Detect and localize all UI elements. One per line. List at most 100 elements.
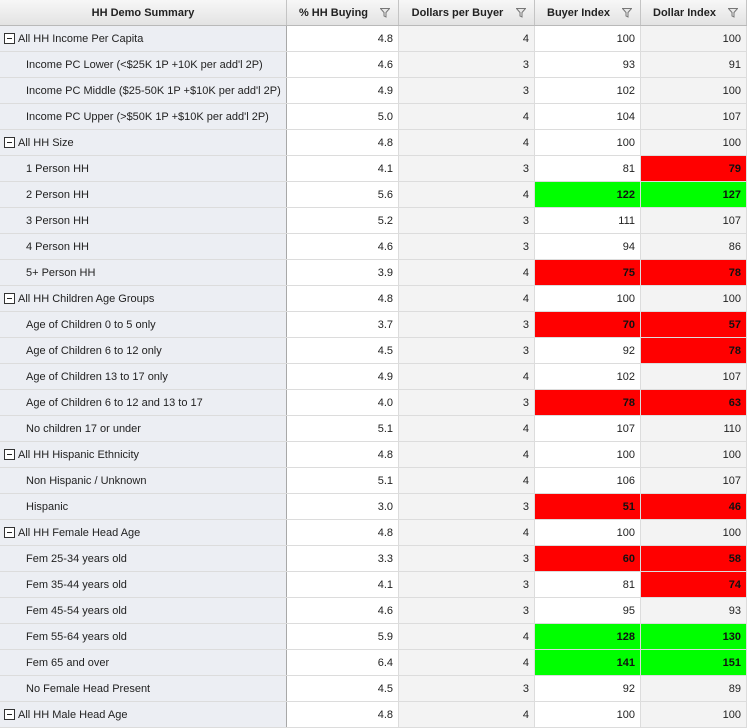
table-row[interactable]: 1 Person HH 4.1 3 81 79 (0, 156, 747, 182)
table-row[interactable]: 5+ Person HH 3.9 4 75 78 (0, 260, 747, 286)
buyer-index-cell: 106 (535, 468, 641, 493)
dollar-index-cell: 151 (641, 650, 747, 675)
table-row[interactable]: Fem 55-64 years old 5.9 4 128 130 (0, 624, 747, 650)
row-label-cell[interactable]: All HH Female Head Age (0, 520, 287, 545)
table-row[interactable]: Income PC Upper (>$50K 1P +$10K per add'… (0, 104, 747, 130)
pct-hh-buying-cell: 5.6 (287, 182, 399, 207)
dollars-per-buyer-cell: 3 (399, 598, 535, 623)
table-row[interactable]: Age of Children 13 to 17 only 4.9 4 102 107 (0, 364, 747, 390)
dollars-per-buyer-cell: 3 (399, 156, 535, 181)
row-label-cell[interactable]: All HH Children Age Groups (0, 286, 287, 311)
row-label: All HH Income Per Capita (18, 32, 144, 45)
column-header-demo-summary[interactable]: HH Demo Summary (0, 0, 287, 25)
pct-hh-buying-cell: 4.9 (287, 364, 399, 389)
column-header-dollar-index[interactable]: Dollar Index (641, 0, 747, 25)
row-label-cell: Fem 25-34 years old (0, 546, 287, 571)
row-label-cell: Age of Children 6 to 12 and 13 to 17 (0, 390, 287, 415)
table-row[interactable]: Age of Children 6 to 12 only 4.5 3 92 78 (0, 338, 747, 364)
buyer-index-cell: 141 (535, 650, 641, 675)
row-label: All HH Male Head Age (18, 708, 128, 721)
table-row[interactable]: Income PC Middle ($25-50K 1P +$10K per a… (0, 78, 747, 104)
filter-icon[interactable] (728, 8, 738, 18)
table-row[interactable]: No children 17 or under 5.1 4 107 110 (0, 416, 747, 442)
dollar-index-cell: 100 (641, 130, 747, 155)
pct-hh-buying-cell: 3.0 (287, 494, 399, 519)
collapse-toggle-icon[interactable] (4, 33, 15, 44)
column-header-buyer-index[interactable]: Buyer Index (535, 0, 641, 25)
group-row[interactable]: All HH Female Head Age 4.8 4 100 100 (0, 520, 747, 546)
column-header-pct-hh-buying[interactable]: % HH Buying (287, 0, 399, 25)
buyer-index-cell: 100 (535, 520, 641, 545)
dollars-per-buyer-cell: 4 (399, 702, 535, 727)
dollar-index-cell: 78 (641, 338, 747, 363)
filter-icon[interactable] (516, 8, 526, 18)
group-row[interactable]: All HH Hispanic Ethnicity 4.8 4 100 100 (0, 442, 747, 468)
table-row[interactable]: Fem 25-34 years old 3.3 3 60 58 (0, 546, 747, 572)
dollars-per-buyer-cell: 3 (399, 546, 535, 571)
table-row[interactable]: 2 Person HH 5.6 4 122 127 (0, 182, 747, 208)
row-label: Age of Children 0 to 5 only (26, 318, 156, 331)
group-row[interactable]: All HH Male Head Age 4.8 4 100 100 (0, 702, 747, 728)
row-label-cell[interactable]: All HH Hispanic Ethnicity (0, 442, 287, 467)
table-row[interactable]: Fem 35-44 years old 4.1 3 81 74 (0, 572, 747, 598)
dollars-per-buyer-cell: 4 (399, 286, 535, 311)
row-label: Income PC Upper (>$50K 1P +$10K per add'… (26, 110, 269, 123)
collapse-toggle-icon[interactable] (4, 137, 15, 148)
pct-hh-buying-cell: 5.1 (287, 468, 399, 493)
dollar-index-cell: 100 (641, 442, 747, 467)
pct-hh-buying-cell: 4.1 (287, 156, 399, 181)
pct-hh-buying-cell: 4.5 (287, 338, 399, 363)
grid-header: HH Demo Summary % HH Buying Dollars per … (0, 0, 747, 26)
row-label: All HH Female Head Age (18, 526, 141, 539)
row-label-cell: Non Hispanic / Unknown (0, 468, 287, 493)
table-row[interactable]: Non Hispanic / Unknown 5.1 4 106 107 (0, 468, 747, 494)
table-row[interactable]: 3 Person HH 5.2 3 111 107 (0, 208, 747, 234)
column-header-dollars-per-buyer[interactable]: Dollars per Buyer (399, 0, 535, 25)
filter-icon[interactable] (380, 8, 390, 18)
dollars-per-buyer-cell: 3 (399, 338, 535, 363)
pct-hh-buying-cell: 4.8 (287, 442, 399, 467)
dollars-per-buyer-cell: 3 (399, 390, 535, 415)
table-row[interactable]: No Female Head Present 4.5 3 92 89 (0, 676, 747, 702)
row-label: Fem 35-44 years old (26, 578, 127, 591)
pct-hh-buying-cell: 4.6 (287, 52, 399, 77)
column-header-label: HH Demo Summary (91, 6, 195, 19)
buyer-index-cell: 100 (535, 442, 641, 467)
table-row[interactable]: Age of Children 6 to 12 and 13 to 17 4.0 3… (0, 390, 747, 416)
row-label-cell[interactable]: All HH Male Head Age (0, 702, 287, 727)
pct-hh-buying-cell: 5.9 (287, 624, 399, 649)
dollars-per-buyer-cell: 4 (399, 468, 535, 493)
pct-hh-buying-cell: 5.1 (287, 416, 399, 441)
filter-icon[interactable] (622, 8, 632, 18)
row-label: Non Hispanic / Unknown (26, 474, 147, 487)
collapse-toggle-icon[interactable] (4, 293, 15, 304)
row-label-cell[interactable]: All HH Income Per Capita (0, 26, 287, 51)
dollars-per-buyer-cell: 3 (399, 312, 535, 337)
table-row[interactable]: Fem 45-54 years old 4.6 3 95 93 (0, 598, 747, 624)
table-row[interactable]: Fem 65 and over 6.4 4 141 151 (0, 650, 747, 676)
pct-hh-buying-cell: 4.8 (287, 520, 399, 545)
table-row[interactable]: 4 Person HH 4.6 3 94 86 (0, 234, 747, 260)
pct-hh-buying-cell: 4.8 (287, 26, 399, 51)
table-row[interactable]: Income PC Lower (<$25K 1P +10K per add'l… (0, 52, 747, 78)
dollar-index-cell: 46 (641, 494, 747, 519)
buyer-index-cell: 100 (535, 26, 641, 51)
row-label-cell[interactable]: All HH Size (0, 130, 287, 155)
collapse-toggle-icon[interactable] (4, 527, 15, 538)
table-row[interactable]: Age of Children 0 to 5 only 3.7 3 70 57 (0, 312, 747, 338)
pct-hh-buying-cell: 4.8 (287, 130, 399, 155)
pct-hh-buying-cell: 3.7 (287, 312, 399, 337)
group-row[interactable]: All HH Size 4.8 4 100 100 (0, 130, 747, 156)
row-label-cell: Income PC Lower (<$25K 1P +10K per add'l… (0, 52, 287, 77)
collapse-toggle-icon[interactable] (4, 709, 15, 720)
dollars-per-buyer-cell: 3 (399, 78, 535, 103)
row-label-cell: Income PC Middle ($25-50K 1P +$10K per a… (0, 78, 287, 103)
group-row[interactable]: All HH Children Age Groups 4.8 4 100 100 (0, 286, 747, 312)
table-row[interactable]: Hispanic 3.0 3 51 46 (0, 494, 747, 520)
row-label: All HH Hispanic Ethnicity (18, 448, 140, 461)
row-label: Fem 55-64 years old (26, 630, 127, 643)
row-label-cell: No children 17 or under (0, 416, 287, 441)
group-row[interactable]: All HH Income Per Capita 4.8 4 100 100 (0, 26, 747, 52)
collapse-toggle-icon[interactable] (4, 449, 15, 460)
